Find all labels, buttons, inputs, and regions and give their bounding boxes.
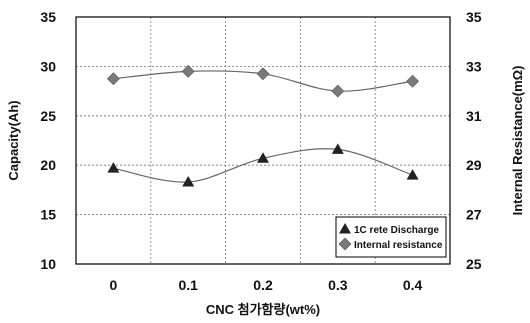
right-tick-label: 27: [466, 207, 482, 223]
series-triangle: [107, 143, 419, 187]
series-diamond: [106, 64, 420, 98]
data-point-diamond: [406, 74, 420, 88]
right-tick-label: 31: [466, 108, 482, 124]
right-y-axis-ticks: 25 27 29 31 33 35: [466, 9, 482, 272]
left-tick-label: 15: [40, 207, 56, 223]
data-point-triangle: [182, 175, 195, 187]
right-tick-label: 35: [466, 9, 482, 25]
x-tick-label: 0.2: [253, 277, 273, 293]
legend-box: [335, 216, 447, 258]
x-tick-label: 0.3: [328, 277, 348, 293]
right-tick-label: 25: [466, 256, 482, 272]
x-tick-label: 0: [110, 277, 118, 293]
left-y-axis-title: Capacity(Ah): [6, 100, 21, 180]
series: [106, 64, 420, 187]
legend: 1C rete Discharge Internal resistance: [335, 216, 447, 258]
left-tick-label: 25: [40, 108, 56, 124]
left-y-axis-ticks: 10 15 20 25 30 35: [40, 9, 56, 272]
plot-frame: [75, 16, 451, 265]
left-tick-label: 10: [40, 256, 56, 272]
data-point-diamond: [106, 72, 120, 86]
x-axis-ticks: 0 0.1 0.2 0.3 0.4: [110, 277, 423, 293]
data-point-diamond: [256, 67, 270, 81]
x-axis-title: CNC 첨가함량(wt%): [206, 302, 320, 317]
legend-marker-triangle: [339, 223, 351, 234]
legend-label: 1C rete Discharge: [354, 225, 439, 236]
data-point-triangle: [406, 169, 419, 180]
data-point-triangle: [107, 162, 120, 173]
left-tick-label: 35: [40, 9, 56, 25]
data-point-triangle: [331, 143, 344, 154]
data-point-triangle: [257, 152, 269, 163]
left-tick-label: 30: [40, 58, 56, 74]
legend-marker-diamond: [338, 237, 352, 251]
legend-label: Internal resistance: [354, 240, 443, 251]
right-tick-label: 33: [466, 58, 482, 74]
data-point-diamond: [181, 64, 195, 78]
right-tick-label: 29: [466, 157, 482, 173]
right-y-axis-title: Internal Resistance(mΩ): [510, 66, 525, 216]
x-tick-label: 0.4: [403, 277, 423, 293]
left-tick-label: 20: [40, 157, 56, 173]
x-tick-label: 0.1: [178, 277, 198, 293]
data-point-diamond: [331, 84, 345, 98]
